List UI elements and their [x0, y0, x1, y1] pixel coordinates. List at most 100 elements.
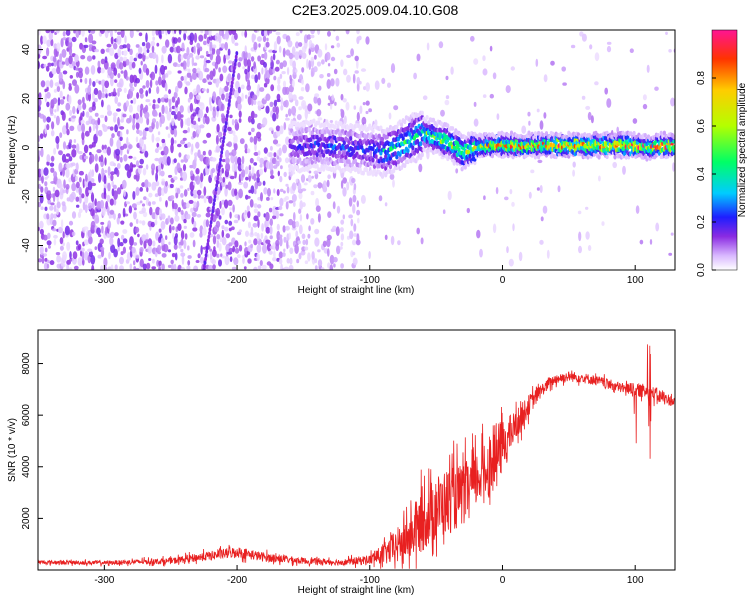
noise-blob: [56, 142, 59, 150]
noise-blob: [123, 189, 126, 197]
noise-blob: [133, 211, 137, 220]
noise-blob: [345, 30, 350, 35]
noise-blob: [535, 58, 539, 67]
noise-blob: [482, 94, 487, 98]
ridge-cell: [330, 138, 334, 143]
noise-blob: [43, 262, 49, 270]
noise-blob: [91, 264, 95, 270]
noise-blob: [270, 84, 275, 92]
noise-blob: [258, 168, 264, 176]
noise-blob: [94, 153, 98, 162]
noise-blob: [508, 258, 514, 267]
noise-blob: [292, 60, 296, 70]
noise-blob: [390, 235, 395, 246]
noise-blob: [69, 109, 73, 116]
snr-series-line: [38, 344, 675, 569]
noise-blob: [53, 114, 57, 119]
noise-blob: [170, 143, 174, 154]
noise-blob: [46, 86, 49, 92]
noise-blob: [198, 102, 203, 107]
noise-blob: [169, 46, 174, 53]
noise-blob: [246, 195, 251, 199]
noise-blob: [87, 180, 93, 191]
noise-blob: [247, 210, 251, 219]
ridge-cell: [358, 167, 362, 172]
noise-blob: [163, 153, 168, 163]
noise-blob: [200, 195, 205, 199]
noise-blob: [56, 66, 61, 75]
noise-blob: [135, 44, 140, 48]
noise-blob: [114, 232, 119, 237]
noise-blob: [59, 132, 63, 138]
noise-blob: [95, 124, 99, 130]
noise-blob: [100, 247, 105, 251]
noise-blob: [252, 94, 258, 101]
noise-blob: [589, 44, 593, 50]
noise-blob: [136, 201, 141, 206]
noise-blob: [54, 109, 57, 113]
noise-blob: [329, 103, 333, 110]
noise-blob: [147, 182, 152, 188]
noise-blob: [257, 211, 261, 218]
ridge-cell: [296, 153, 300, 158]
noise-blob: [195, 168, 200, 175]
noise-blob: [353, 223, 357, 232]
noise-blob: [107, 30, 111, 34]
noise-blob: [146, 262, 151, 270]
noise-blob: [77, 257, 83, 267]
noise-blob: [270, 197, 274, 201]
noise-blob: [152, 240, 156, 247]
noise-blob: [190, 207, 194, 213]
ridge-cell: [423, 118, 428, 124]
noise-blob: [322, 240, 327, 247]
noise-blob: [304, 260, 309, 265]
noise-blob: [117, 237, 121, 248]
noise-blob: [133, 242, 138, 246]
noise-blob: [136, 129, 140, 135]
noise-blob: [141, 234, 147, 242]
noise-blob: [229, 175, 235, 180]
streak-blob: [206, 238, 210, 243]
noise-blob: [291, 171, 296, 175]
noise-blob: [65, 153, 71, 157]
noise-blob: [289, 257, 293, 265]
noise-blob: [167, 249, 172, 253]
noise-blob: [330, 56, 336, 62]
noise-blob: [116, 163, 121, 169]
noise-blob: [59, 187, 65, 196]
noise-blob: [482, 55, 486, 62]
noise-blob: [116, 169, 120, 178]
noise-blob: [154, 219, 158, 226]
noise-blob: [84, 130, 90, 137]
noise-blob: [193, 32, 198, 43]
noise-blob: [158, 265, 161, 270]
noise-blob: [325, 51, 331, 61]
noise-blob: [292, 94, 297, 101]
noise-blob: [495, 187, 499, 195]
noise-blob: [289, 247, 294, 255]
noise-blob: [185, 213, 191, 220]
noise-blob: [201, 88, 206, 92]
noise-blob: [212, 106, 216, 112]
noise-blob: [205, 156, 210, 167]
noise-blob: [232, 245, 236, 253]
noise-blob: [176, 187, 181, 195]
noise-blob: [59, 99, 65, 105]
noise-blob: [122, 113, 127, 118]
noise-blob: [550, 60, 555, 66]
streak-blob: [226, 109, 230, 115]
noise-blob: [205, 212, 211, 218]
noise-blob: [44, 247, 48, 253]
noise-blob: [317, 97, 322, 106]
noise-blob: [179, 185, 184, 189]
noise-blob: [193, 201, 198, 209]
noise-blob: [144, 104, 149, 112]
noise-blob: [198, 70, 204, 81]
noise-blob: [141, 220, 146, 226]
noise-blob: [268, 152, 273, 158]
noise-blob: [307, 103, 313, 112]
streak-blob: [217, 168, 221, 173]
noise-blob: [253, 41, 258, 51]
noise-blob: [219, 87, 223, 97]
noise-blob: [668, 49, 672, 53]
